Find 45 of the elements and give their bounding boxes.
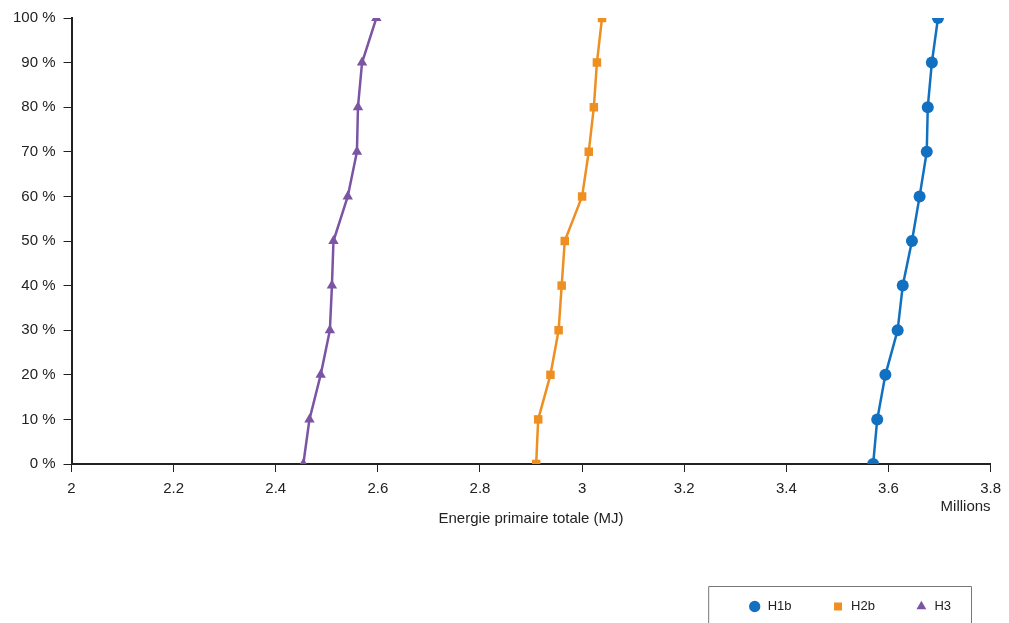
point: [557, 281, 566, 290]
x-axis-title: Energie primaire totale (MJ): [438, 509, 624, 527]
x-tick-label: 3: [577, 479, 587, 497]
x-tick-label: 2: [67, 479, 76, 497]
y-tick-label: 50 %: [21, 231, 56, 249]
point: [352, 101, 364, 111]
y-tick-label: 20 %: [21, 364, 56, 382]
y-tick-label: 40 %: [21, 275, 56, 293]
x-tick-label: 2.2: [163, 479, 185, 497]
point: [920, 145, 933, 158]
y-tick-label: 30 %: [21, 320, 56, 338]
point: [913, 190, 926, 203]
y-tick-label: 90 %: [21, 52, 56, 70]
y-tick-label: 0 %: [29, 454, 56, 472]
point: [546, 370, 555, 380]
point: [905, 235, 918, 247]
legend-label: H3: [934, 598, 952, 614]
x-tick-label: 3.4: [775, 479, 797, 497]
x-tick-label: 3.2: [673, 479, 695, 497]
legend-label: H1b: [767, 598, 792, 614]
point: [554, 325, 563, 335]
x-tick-label: 2.6: [367, 479, 389, 497]
point: [315, 368, 326, 378]
x-tick-label: 3.6: [878, 479, 899, 497]
point: [592, 58, 602, 67]
y-tick-label: 10 %: [21, 409, 56, 427]
point: [328, 235, 339, 244]
legend-label: H2b: [851, 598, 875, 614]
point: [871, 413, 884, 426]
point: [879, 368, 892, 381]
point: [891, 324, 904, 337]
y-tick-label: 70 %: [21, 141, 56, 159]
y-tick-label: 80 %: [21, 97, 56, 115]
x-tick-label: 2.4: [265, 479, 287, 497]
point: [896, 279, 909, 292]
y-tick-label: 60 %: [21, 186, 56, 204]
point: [925, 56, 938, 69]
x-tick-label: 2.8: [469, 479, 491, 497]
x-tick-label: 3.8: [980, 479, 1001, 497]
point: [304, 413, 315, 423]
point: [533, 415, 543, 424]
point: [921, 101, 934, 114]
y-tick-label: 100 %: [12, 8, 56, 26]
point: [577, 192, 587, 201]
text: Millions: [940, 496, 991, 514]
